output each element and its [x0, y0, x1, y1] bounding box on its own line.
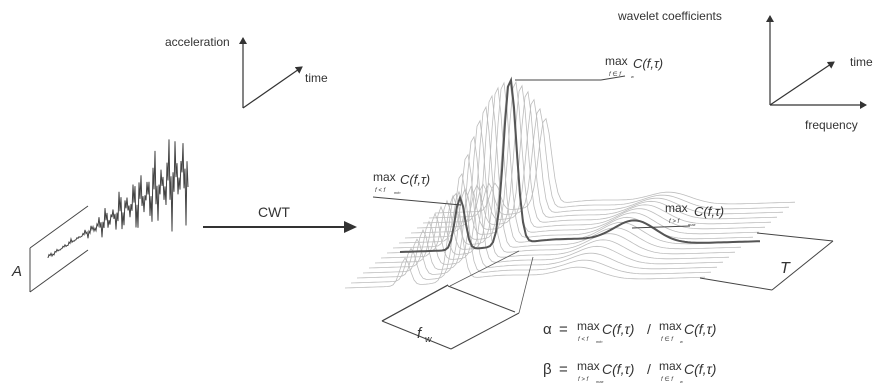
surface-curve — [404, 80, 766, 239]
cwt-transform: CWT — [203, 204, 357, 233]
surface-curve — [392, 81, 754, 249]
svg-text:min: min — [394, 190, 401, 195]
fw-back-left — [449, 250, 520, 287]
svg-text:/: / — [647, 321, 651, 337]
surface-curve — [428, 107, 790, 219]
svg-text:max: max — [596, 379, 605, 384]
surface-curve — [344, 192, 706, 289]
svg-text:C(f,τ): C(f,τ) — [684, 361, 716, 377]
surface-curve — [374, 105, 736, 264]
time-axis-left — [242, 66, 303, 109]
cwt-label: CWT — [258, 204, 290, 220]
center-subscript: f ∈ f — [609, 71, 622, 78]
surface-curve — [356, 153, 718, 279]
depth-bottom-edge — [699, 277, 773, 291]
svg-text:max: max — [688, 222, 697, 227]
beta-formula: β = max C(f,τ) f > f max / max C(f,τ) f … — [543, 359, 716, 384]
svg-text:f < f: f < f — [578, 337, 590, 343]
fw-subscript: w — [425, 334, 432, 344]
frequency-label: frequency — [805, 118, 858, 132]
alpha-formula: α = max C(f,τ) f < f min / max C(f,τ) f … — [543, 319, 716, 344]
svg-text:C(f,τ): C(f,τ) — [602, 361, 634, 377]
amplitude-top-line — [29, 205, 89, 249]
alpha-symbol: α — [543, 321, 552, 338]
svg-text:w: w — [680, 379, 684, 384]
center-expression: C(f,τ) — [633, 56, 663, 71]
depth-top-edge — [756, 232, 834, 242]
amplitude-label: A — [11, 263, 22, 280]
surface-frame: f w T — [381, 232, 834, 350]
fw-bracket-right — [450, 312, 520, 350]
low-leader-line — [372, 196, 462, 206]
surface-curve — [410, 84, 772, 234]
highlighted-curve — [399, 76, 761, 253]
svg-text:max: max — [577, 359, 600, 373]
right-axes: wavelet coefficients time frequency — [617, 9, 873, 132]
high-leader-line — [631, 225, 691, 229]
svg-text:=: = — [559, 321, 568, 338]
svg-text:f ∈ f: f ∈ f — [661, 336, 674, 343]
svg-text:f ∈ f: f ∈ f — [661, 376, 674, 383]
fw-back-right — [518, 256, 534, 314]
surface-curve — [416, 90, 778, 229]
surface-curve — [380, 94, 742, 259]
svg-text:max: max — [659, 319, 682, 333]
high-expression: C(f,τ) — [694, 204, 724, 219]
peak-annotation-low: max C(f,τ) f < f min — [372, 170, 462, 206]
time-label-right: time — [850, 55, 873, 69]
low-subscript: f < f — [375, 188, 387, 194]
surface-curve — [398, 79, 760, 244]
low-max-word: max — [373, 170, 396, 184]
peak-annotation-high: max C(f,τ) f > f max — [631, 201, 724, 229]
svg-text:max: max — [659, 359, 682, 373]
signal-waveform — [47, 139, 189, 258]
left-axes: acceleration time — [165, 35, 328, 109]
high-max-word: max — [665, 201, 688, 215]
svg-text:C(f,τ): C(f,τ) — [684, 321, 716, 337]
surface-curve — [422, 98, 784, 224]
fw-label: f — [417, 325, 423, 342]
svg-text:w: w — [631, 74, 635, 79]
fw-bracket-left — [381, 320, 452, 350]
wavelet-surface — [344, 76, 796, 289]
peak-annotation-center: max C(f,τ) f ∈ f w — [515, 54, 663, 81]
amplitude-bottom-line — [29, 249, 89, 293]
svg-text:/: / — [647, 361, 651, 377]
acceleration-signal: A — [11, 139, 189, 293]
beta-symbol: β — [543, 361, 552, 378]
svg-text:min: min — [596, 339, 603, 344]
svg-text:max: max — [577, 319, 600, 333]
depth-right-edge — [771, 240, 834, 291]
acceleration-label: acceleration — [165, 35, 230, 49]
surface-curve — [350, 172, 712, 284]
center-max-word: max — [605, 54, 628, 68]
surface-curve — [362, 135, 724, 274]
svg-text:=: = — [559, 361, 568, 378]
svg-text:w: w — [680, 339, 684, 344]
svg-text:C(f,τ): C(f,τ) — [602, 321, 634, 337]
svg-text:f > f: f > f — [578, 377, 590, 383]
surface-curve — [368, 119, 730, 269]
time-axis-right — [769, 61, 835, 106]
low-expression: C(f,τ) — [400, 172, 430, 187]
wavelet-coefficients-label: wavelet coefficients — [617, 9, 722, 23]
time-label-left: time — [305, 71, 328, 85]
surface-curve — [434, 117, 796, 214]
depth-label-T: T — [780, 260, 791, 277]
high-subscript: f > f — [669, 219, 681, 225]
